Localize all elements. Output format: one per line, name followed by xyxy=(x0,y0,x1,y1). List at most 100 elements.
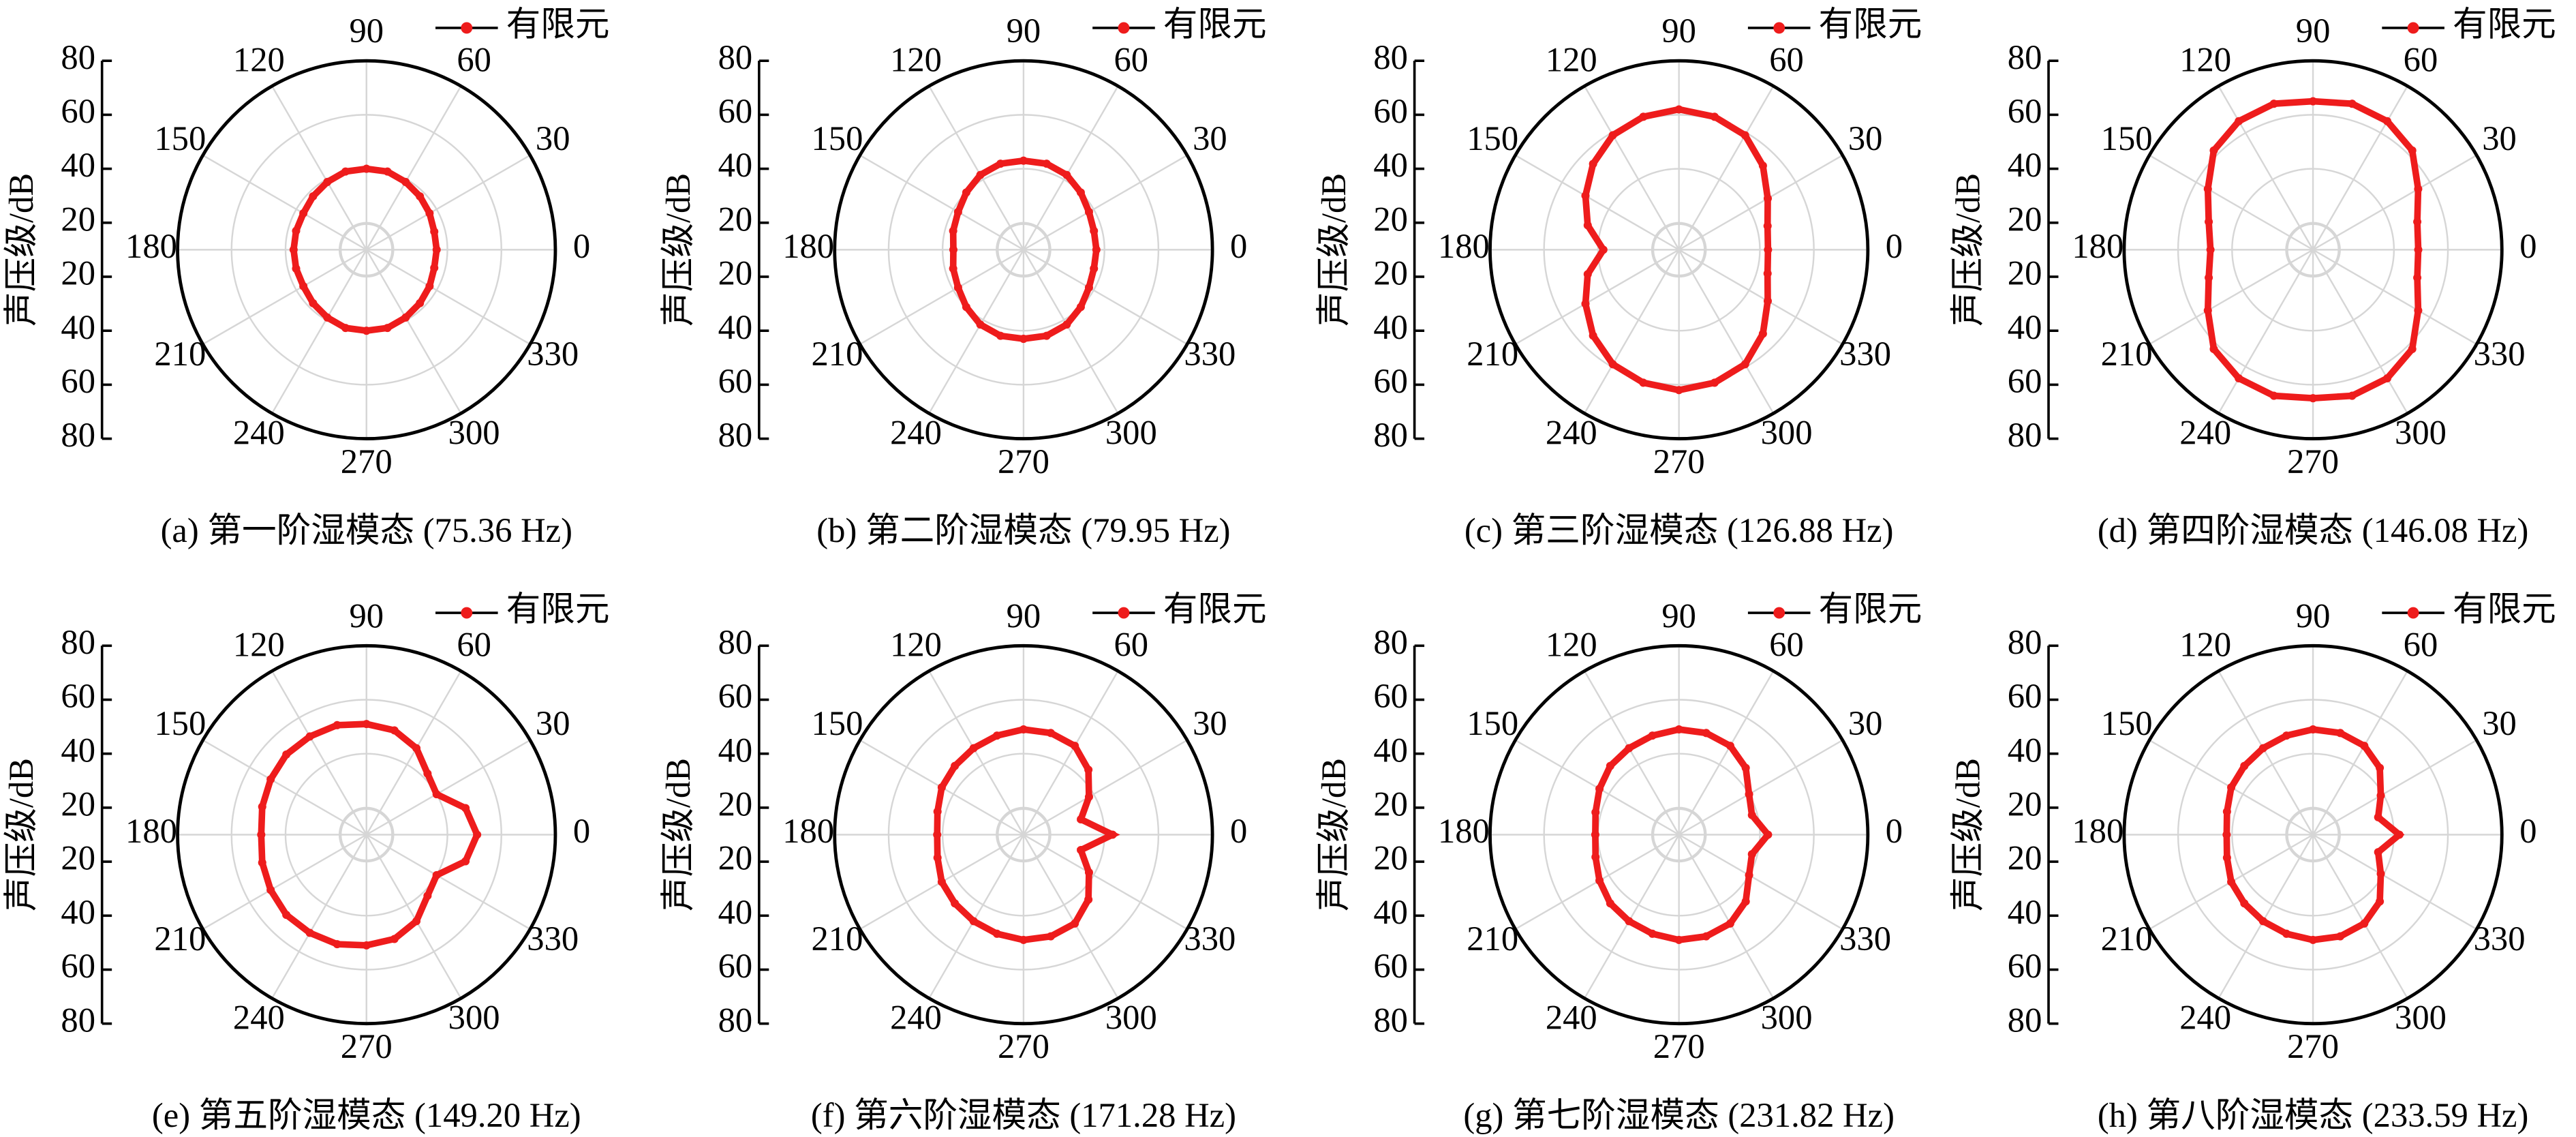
angle-tick-label: 240 xyxy=(233,413,285,451)
angle-tick-label: 240 xyxy=(1546,999,1597,1037)
series-marker xyxy=(2413,273,2422,282)
radial-tick-label: 20 xyxy=(1373,254,1408,292)
radial-tick-label: 20 xyxy=(1373,839,1408,877)
angle-tick-label: 150 xyxy=(2101,704,2153,742)
series-marker xyxy=(423,892,432,900)
series-marker xyxy=(1648,929,1657,938)
series-marker xyxy=(305,732,314,741)
series-marker xyxy=(1077,815,1086,823)
angular-grid-line xyxy=(1678,670,1775,836)
series-marker xyxy=(266,885,275,894)
radial-tick-label: 80 xyxy=(2008,38,2042,76)
angular-grid-line xyxy=(366,249,531,346)
series-marker xyxy=(949,245,957,254)
series-marker xyxy=(2222,830,2231,839)
series-marker xyxy=(2376,897,2385,906)
angle-tick-label: 300 xyxy=(2395,413,2447,451)
series-marker xyxy=(416,299,425,307)
series-marker xyxy=(937,877,946,886)
angle-tick-label: 60 xyxy=(457,626,491,664)
angular-grid-line xyxy=(1022,249,1119,414)
angular-grid-line xyxy=(2218,85,2314,250)
angle-tick-label: 210 xyxy=(2101,335,2153,373)
chart-caption: (a) 第一阶湿模态 (75.36 Hz) xyxy=(161,511,572,549)
series-marker xyxy=(2336,932,2345,941)
series-marker xyxy=(299,209,308,217)
radial-tick-label: 20 xyxy=(2008,200,2042,238)
angle-tick-label: 180 xyxy=(1438,812,1490,850)
radial-grid-circle xyxy=(941,168,1105,332)
radial-grid-circle xyxy=(996,222,1052,278)
angular-grid-line xyxy=(928,834,1024,999)
series-marker xyxy=(401,177,410,186)
angular-grid-line xyxy=(2149,154,2314,251)
radial-grid-circle xyxy=(1543,699,1815,971)
radial-tick-label: 60 xyxy=(2008,362,2042,400)
series-marker xyxy=(1019,935,1028,944)
series-marker xyxy=(2413,217,2422,226)
series-marker xyxy=(333,721,341,729)
angle-tick-label: 210 xyxy=(2101,920,2153,958)
angular-grid-line xyxy=(928,85,1024,250)
legend-label: 有限元 xyxy=(1163,590,1267,628)
angle-tick-label: 30 xyxy=(2482,704,2517,742)
series-marker xyxy=(2235,117,2243,125)
outer-circle xyxy=(176,643,557,1026)
radial-grid-circle xyxy=(996,806,1052,863)
series-marker xyxy=(1042,160,1051,168)
angular-grid-line xyxy=(2312,249,2477,346)
series-marker xyxy=(1741,763,1750,772)
angular-grid-line xyxy=(2312,249,2408,414)
angle-tick-label: 0 xyxy=(2519,812,2536,850)
chart-caption: (c) 第三阶湿模态 (126.88 Hz) xyxy=(1465,511,1894,549)
series-marker xyxy=(1084,207,1093,216)
series-marker xyxy=(412,917,421,926)
series-marker xyxy=(390,726,399,735)
angle-tick-label: 30 xyxy=(1193,119,1227,157)
radial-tick-label: 80 xyxy=(61,623,95,661)
series-marker xyxy=(383,167,392,176)
series-marker xyxy=(2206,245,2215,254)
radial-tick-label: 60 xyxy=(61,362,95,400)
center-circle xyxy=(339,808,393,862)
angular-grid-line xyxy=(1023,249,1188,346)
radial-tick-label: 60 xyxy=(1373,362,1408,400)
series-marker xyxy=(362,164,371,173)
series-marker xyxy=(1639,112,1648,121)
radial-grid-circle xyxy=(2177,699,2449,971)
series-marker xyxy=(1019,335,1028,344)
angle-tick-label: 60 xyxy=(1114,41,1149,79)
series-marker xyxy=(1625,744,1634,753)
series-marker xyxy=(362,941,371,950)
angle-tick-label: 30 xyxy=(1848,119,1883,157)
series-marker xyxy=(2382,117,2392,125)
series-marker xyxy=(282,750,291,759)
series-marker xyxy=(1741,897,1750,906)
legend-marker xyxy=(2407,22,2419,34)
angle-tick-label: 300 xyxy=(1761,413,1813,451)
angular-grid-line xyxy=(1678,154,1843,251)
angular-grid-line xyxy=(271,249,367,414)
angle-tick-label: 300 xyxy=(1105,999,1157,1037)
angular-grid-line xyxy=(366,154,531,251)
angle-tick-label: 150 xyxy=(154,119,206,157)
radial-grid-circle xyxy=(1651,222,1707,278)
angle-tick-label: 90 xyxy=(1661,12,1696,50)
series-marker xyxy=(1726,742,1734,751)
polar-chart: 0 30 60 90 120 150 180 210 240 270 300 330 20 20 40 40 6… xyxy=(1315,5,1922,549)
radial-grid-circle xyxy=(1543,114,1815,386)
angle-tick-label: 90 xyxy=(1007,596,1041,635)
series-marker xyxy=(1763,269,1772,278)
chart-caption: (d) 第四阶湿模态 (146.08 Hz) xyxy=(2098,511,2529,549)
angular-grid-line xyxy=(859,154,1024,251)
series-marker xyxy=(1084,895,1093,904)
angle-tick-label: 180 xyxy=(125,227,177,265)
angular-grid-line xyxy=(1515,249,1680,346)
series-marker xyxy=(2376,763,2385,772)
series-marker xyxy=(425,209,434,217)
angle-tick-label: 30 xyxy=(536,119,570,157)
series-marker xyxy=(1084,765,1093,774)
angular-grid-line xyxy=(365,249,462,414)
angle-tick-label: 270 xyxy=(2287,1027,2339,1065)
legend-label: 有限元 xyxy=(1819,5,1922,44)
